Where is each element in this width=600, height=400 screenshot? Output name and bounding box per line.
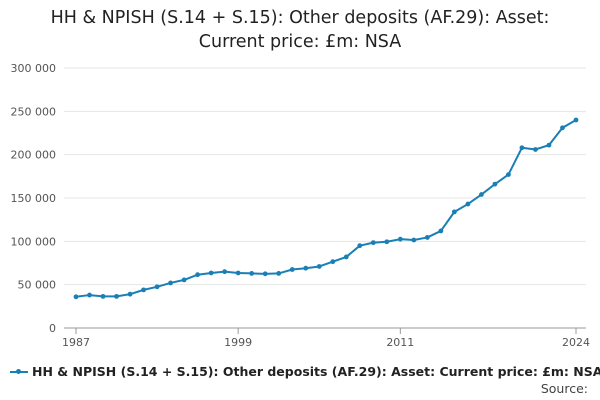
legend[interactable]: HH & NPISH (S.14 + S.15): Other deposits… xyxy=(10,364,600,379)
data-point[interactable] xyxy=(343,254,349,260)
data-point[interactable] xyxy=(154,284,160,290)
data-point[interactable] xyxy=(141,287,146,293)
legend-line-marker-icon xyxy=(10,368,28,374)
data-point[interactable] xyxy=(573,117,579,123)
x-tick-label: 2011 xyxy=(386,336,414,349)
y-tick-label: 150 000 xyxy=(11,192,57,205)
y-tick-label: 250 000 xyxy=(11,105,57,118)
data-point[interactable] xyxy=(370,240,376,246)
data-point[interactable] xyxy=(411,237,417,243)
x-tick-label: 2024 xyxy=(562,336,590,349)
data-point[interactable] xyxy=(519,145,525,151)
y-tick-label: 0 xyxy=(49,322,56,335)
data-point[interactable] xyxy=(465,201,471,207)
data-point[interactable] xyxy=(262,271,268,277)
chart-title: HH & NPISH (S.14 + S.15): Other deposits… xyxy=(0,6,600,54)
data-point[interactable] xyxy=(384,239,390,245)
series-line xyxy=(75,119,577,298)
chart-title-line-1: HH & NPISH (S.14 + S.15): Other deposits… xyxy=(50,8,550,28)
y-tick-label: 300 000 xyxy=(11,62,57,75)
data-point[interactable] xyxy=(127,291,133,297)
data-point[interactable] xyxy=(479,192,484,197)
data-point[interactable] xyxy=(316,264,322,269)
data-point[interactable] xyxy=(506,172,511,178)
data-point[interactable] xyxy=(451,209,457,215)
data-point[interactable] xyxy=(289,267,295,272)
chart-title-line-2: Current price: £m: NSA xyxy=(198,32,402,52)
data-point[interactable] xyxy=(357,243,363,249)
x-tick-label: 1987 xyxy=(62,336,90,349)
source-label: Source: xyxy=(540,381,588,396)
data-point[interactable] xyxy=(397,236,403,242)
legend-label: HH & NPISH (S.14 + S.15): Other deposits… xyxy=(32,364,600,379)
y-tick-label: 200 000 xyxy=(11,149,57,162)
data-point[interactable] xyxy=(546,142,552,148)
y-axis: 0 50 000 100 000 150 000 200 000 250 000 300 0… xyxy=(11,62,57,335)
data-point[interactable] xyxy=(560,125,565,131)
data-point[interactable] xyxy=(87,292,92,298)
data-point[interactable] xyxy=(181,277,187,283)
data-point[interactable] xyxy=(424,235,430,240)
y-tick-label: 100 000 xyxy=(11,235,57,248)
y-tick-label: 50 000 xyxy=(18,279,57,292)
data-point[interactable] xyxy=(100,293,106,299)
data-point[interactable] xyxy=(276,271,282,276)
x-axis: 1987 1999 2011 2024 xyxy=(62,328,590,349)
data-point[interactable] xyxy=(492,181,498,187)
data-point[interactable] xyxy=(195,272,201,278)
data-point[interactable] xyxy=(114,293,119,299)
gridlines xyxy=(64,67,586,329)
data-point[interactable] xyxy=(249,271,255,276)
data-point[interactable] xyxy=(168,280,173,286)
data-point[interactable] xyxy=(438,228,444,234)
data-point[interactable] xyxy=(303,265,309,271)
series-layer xyxy=(73,117,579,300)
data-point[interactable] xyxy=(330,259,336,265)
data-point[interactable] xyxy=(208,270,214,276)
data-point[interactable] xyxy=(533,147,538,152)
data-point[interactable] xyxy=(222,269,228,275)
x-tick-label: 1999 xyxy=(224,336,252,349)
data-point[interactable] xyxy=(235,270,241,276)
data-point[interactable] xyxy=(73,294,79,300)
